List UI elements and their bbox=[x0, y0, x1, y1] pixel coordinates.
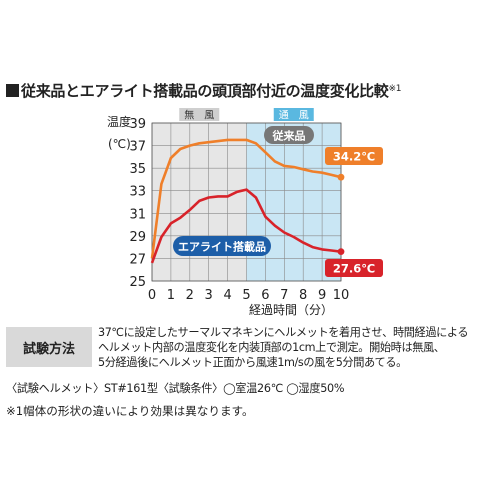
footnote: ※1帽体の形状の違いにより効果は異なります。 bbox=[6, 404, 254, 418]
x-tick-label: 2 bbox=[186, 288, 194, 303]
series-end-point bbox=[337, 173, 345, 181]
x-axis-label: 経過時間（分） bbox=[249, 303, 333, 317]
temperature-chart: 無 風 通 風 25 27 29 31 33 35 37 39 0 1 2 3 4 5 6 7 8 9 10 温度 (℃) 経… bbox=[107, 108, 383, 317]
x-tick-label: 3 bbox=[205, 288, 213, 303]
test-method-line: 5分経過後にヘルメット正面から風速1m/sの風を5分間あてる。 bbox=[98, 356, 407, 369]
series-end-point bbox=[337, 248, 345, 256]
test-method-description: 37℃に設定したサーマルマネキンにヘルメットを着用させ、時間経過による ヘルメッ… bbox=[98, 325, 498, 370]
phase-label: 無 風 bbox=[184, 109, 214, 122]
y-axis-label: 温度 bbox=[107, 114, 131, 129]
test-conditions: 〈試験ヘルメット〉ST#161型〈試験条件〉◯室温26℃ ◯湿度50% bbox=[6, 382, 345, 395]
x-tick-label: 4 bbox=[223, 288, 231, 303]
end-value-badge bbox=[325, 147, 383, 165]
y-tick-label: 33 bbox=[129, 185, 146, 200]
end-value-label: 27.6℃ bbox=[333, 262, 375, 276]
x-tick-label: 7 bbox=[280, 288, 288, 303]
y-tick-label: 27 bbox=[129, 252, 146, 267]
test-method-label: 試験方法 bbox=[6, 327, 92, 367]
x-tick-label: 9 bbox=[318, 288, 326, 303]
x-tick-label: 6 bbox=[261, 288, 269, 303]
chart-heading-text: 従来品とエアライト搭載品の頭頂部付近の温度変化比較 bbox=[21, 82, 389, 100]
series-name-label: エアライト搭載品 bbox=[178, 240, 266, 254]
end-value-label: 34.2℃ bbox=[333, 150, 375, 164]
y-tick-label: 31 bbox=[129, 207, 146, 222]
y-tick-label: 25 bbox=[129, 275, 146, 290]
plot-border bbox=[151, 122, 342, 282]
series-name-badge bbox=[173, 236, 271, 256]
series-line bbox=[150, 138, 342, 259]
footnote-mark: ※1 bbox=[388, 84, 402, 94]
x-tick-label: 0 bbox=[148, 288, 156, 303]
chart-heading: 従来品とエアライト搭載品の頭頂部付近の温度変化比較※1 bbox=[6, 80, 500, 101]
series-name-label: 従来品 bbox=[272, 129, 306, 143]
y-tick-label: 35 bbox=[129, 162, 146, 177]
end-value-badge bbox=[325, 259, 383, 277]
series-line bbox=[150, 188, 342, 264]
y-tick-label: 39 bbox=[129, 117, 146, 132]
x-tick-label: 1 bbox=[167, 288, 175, 303]
phase-tab bbox=[273, 108, 314, 121]
phase-tab bbox=[179, 108, 220, 121]
square-bullet-icon bbox=[6, 84, 19, 97]
phase-label: 通 風 bbox=[279, 110, 309, 122]
test-method-line: ヘルメット内部の温度変化を内装頂部の1cm上で測定。開始時は無風、 bbox=[98, 341, 445, 354]
x-tick-label: 5 bbox=[242, 288, 250, 303]
y-axis-unit: (℃) bbox=[108, 137, 131, 151]
series-name-badge bbox=[264, 126, 314, 144]
y-tick-label: 29 bbox=[129, 230, 146, 245]
x-tick-label: 10 bbox=[333, 288, 350, 303]
test-method-line: 37℃に設定したサーマルマネキンにヘルメットを着用させ、時間経過による bbox=[98, 326, 469, 339]
y-tick-label: 37 bbox=[129, 140, 146, 155]
x-tick-label: 8 bbox=[299, 288, 307, 303]
